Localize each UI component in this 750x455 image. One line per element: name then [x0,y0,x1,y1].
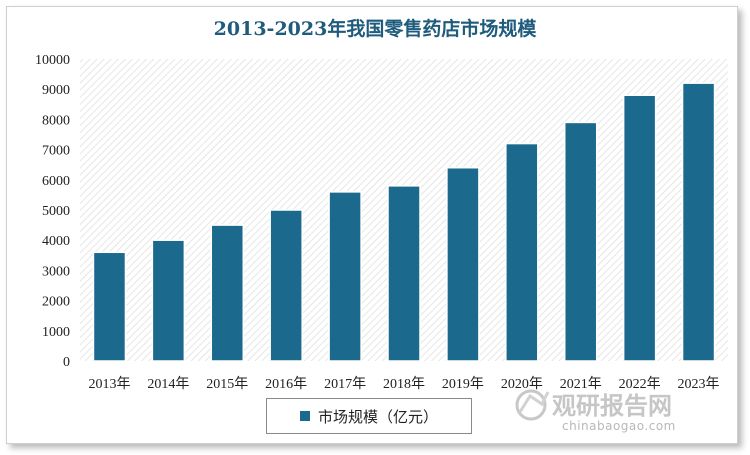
y-tick-label: 9000 [42,83,70,98]
legend-label: 市场规模（亿元） [317,407,438,426]
y-tick-label: 10000 [35,53,70,68]
bar [387,185,421,362]
bar [151,239,186,362]
x-tick-label: 2014年 [147,376,189,392]
bar [622,94,657,362]
x-tick-label: 2018年 [383,376,425,392]
bar [328,191,362,362]
watermark: 观研报告网 chinabaogao.com [515,389,676,433]
y-tick-label: 0 [63,355,70,370]
x-tick-label: 2016年 [265,376,307,392]
bar [92,251,127,362]
y-tick-label: 3000 [42,264,70,279]
bar [681,82,716,362]
x-tick-label: 2021年 [560,376,602,392]
watermark-url: chinabaogao.com [562,419,676,433]
bar [446,166,480,362]
x-tick-label: 2020年 [501,376,543,392]
y-tick-label: 5000 [42,204,70,219]
y-tick-label: 4000 [42,234,70,249]
legend-swatch [299,411,310,421]
x-tick-label: 2022年 [619,376,661,392]
y-tick-label: 1000 [42,325,70,340]
x-tick-label: 2017年 [324,376,366,392]
y-tick-label: 2000 [42,295,70,310]
x-tick-label: 2023年 [678,376,720,392]
x-tick-label: 2013年 [88,376,130,392]
y-tick-label: 8000 [42,113,70,128]
y-tick-label: 7000 [42,144,70,159]
watermark-brand: 观研报告网 [552,392,672,420]
y-tick-label: 6000 [42,174,70,189]
bar [563,121,598,362]
bar [269,209,303,362]
legend: 市场规模（亿元） [266,398,472,434]
chart-title: 2013-2023年我国零售药店市场规模 [213,18,537,40]
bar [505,142,539,362]
x-tick-label: 2019年 [442,376,484,392]
x-tick-label: 2015年 [206,376,248,392]
watermark-logo-icon [515,389,550,421]
bar [210,224,245,362]
